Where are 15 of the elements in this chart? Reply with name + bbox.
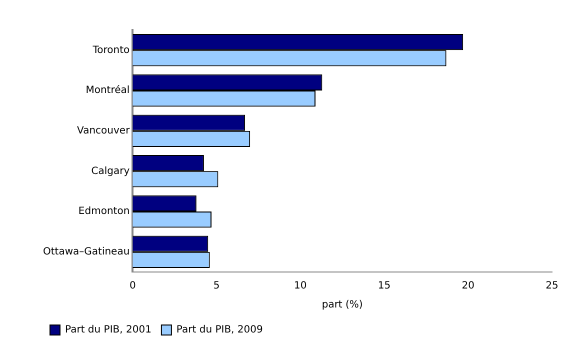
x-tick-label: 0 [129, 280, 136, 292]
x-tick-label: 10 [294, 280, 307, 292]
y-tick-label: Edmonton [78, 206, 130, 218]
legend-label: Part du PIB, 2001 [65, 324, 152, 336]
y-tick-label: Calgary [91, 166, 130, 177]
y-tick-label: Montréal [86, 85, 130, 96]
y-tick-label: Vancouver [77, 125, 131, 136]
x-tick-label: 5 [213, 280, 220, 292]
legend-label: Part du PIB, 2009 [176, 324, 263, 336]
y-tick-label: Ottawa–Gatineau [42, 246, 130, 258]
x-tick-label: 25 [546, 280, 558, 292]
x-tick-label: 15 [378, 280, 391, 292]
x-axis-title: part (%) [322, 300, 363, 311]
y-tick-label: Toronto [92, 44, 130, 56]
x-tick-label: 20 [462, 280, 475, 292]
